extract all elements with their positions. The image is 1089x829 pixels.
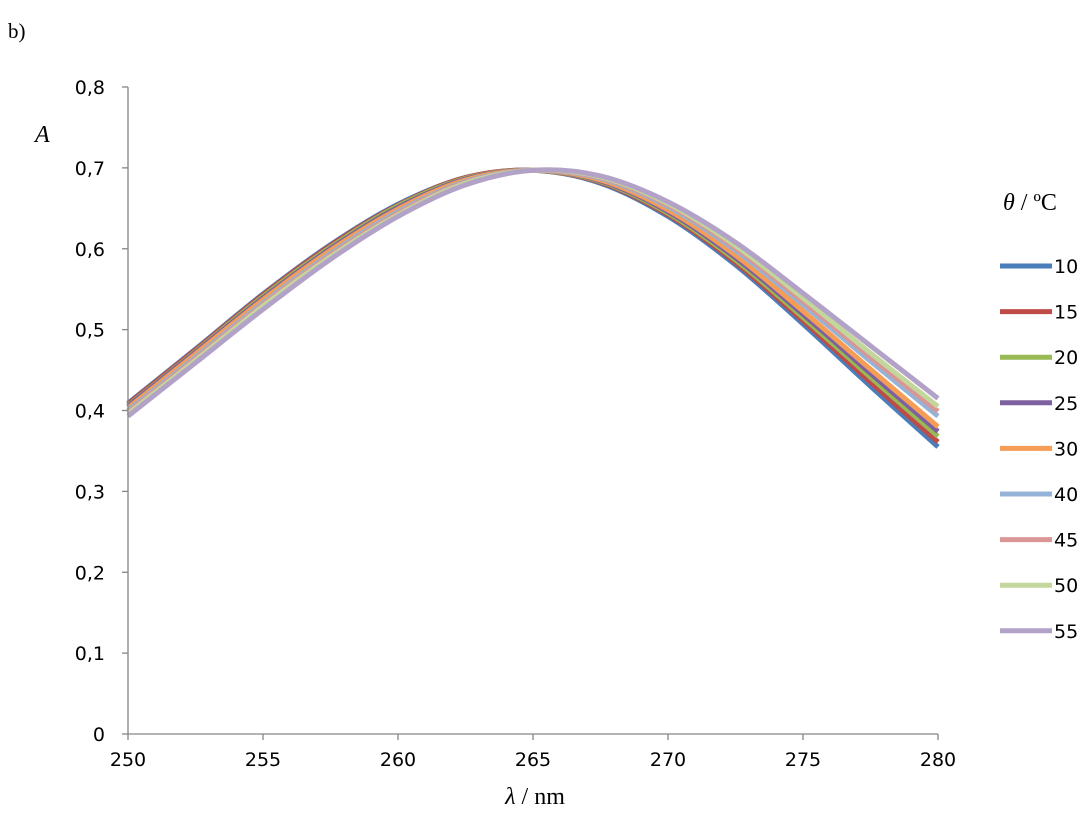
x-axis-label: λ / nm <box>504 784 565 810</box>
legend-label-40: 40 <box>1054 484 1078 506</box>
series-line-45 <box>126 167 940 415</box>
y-tick-label: 0,3 <box>75 481 105 503</box>
y-tick-label: 0,4 <box>75 401 105 423</box>
series-line-55 <box>126 167 940 419</box>
y-tick-label: 0,5 <box>75 320 105 342</box>
series-line-50 <box>126 167 940 416</box>
y-tick-label: 0,8 <box>75 77 105 99</box>
legend-title-unit: / ºC <box>1015 190 1057 216</box>
panel-label: b) <box>8 19 26 43</box>
y-tick-label: 0,1 <box>75 643 105 665</box>
legend: 10 15 20 25 30 40 45 50 55 <box>1000 256 1078 643</box>
series-line-40 <box>126 167 940 419</box>
legend-label-15: 15 <box>1054 302 1078 324</box>
x-axis-ticks: 250 255 260 265 270 275 280 <box>110 734 956 771</box>
y-tick-label: 0,6 <box>75 239 105 261</box>
legend-label-50: 50 <box>1054 575 1078 597</box>
legend-label-55: 55 <box>1054 621 1078 643</box>
y-tick-label: 0 <box>93 724 105 746</box>
x-tick-label: 270 <box>650 749 686 771</box>
y-axis-label: A <box>33 122 50 148</box>
legend-label-45: 45 <box>1054 530 1078 552</box>
plot-area <box>126 167 940 449</box>
series-line-30 <box>126 167 940 429</box>
x-tick-label: 275 <box>785 749 821 771</box>
y-axis-ticks: 0 0,1 0,2 0,3 0,4 0,5 0,6 0,7 0,8 <box>75 77 128 746</box>
x-tick-label: 265 <box>515 749 551 771</box>
legend-label-10: 10 <box>1054 256 1078 278</box>
x-axis-unit: / nm <box>516 784 566 810</box>
legend-title-symbol: θ <box>1003 190 1015 216</box>
y-tick-label: 0,2 <box>75 562 105 584</box>
x-tick-label: 260 <box>380 749 416 771</box>
y-tick-label: 0,7 <box>75 158 105 180</box>
x-tick-label: 250 <box>110 749 146 771</box>
x-tick-label: 255 <box>245 749 281 771</box>
legend-label-25: 25 <box>1054 393 1078 415</box>
legend-label-30: 30 <box>1054 438 1078 460</box>
legend-label-20: 20 <box>1054 347 1078 369</box>
legend-title: θ / ºC <box>1003 190 1057 216</box>
x-tick-label: 280 <box>920 749 956 771</box>
x-axis-symbol: λ <box>504 784 515 810</box>
